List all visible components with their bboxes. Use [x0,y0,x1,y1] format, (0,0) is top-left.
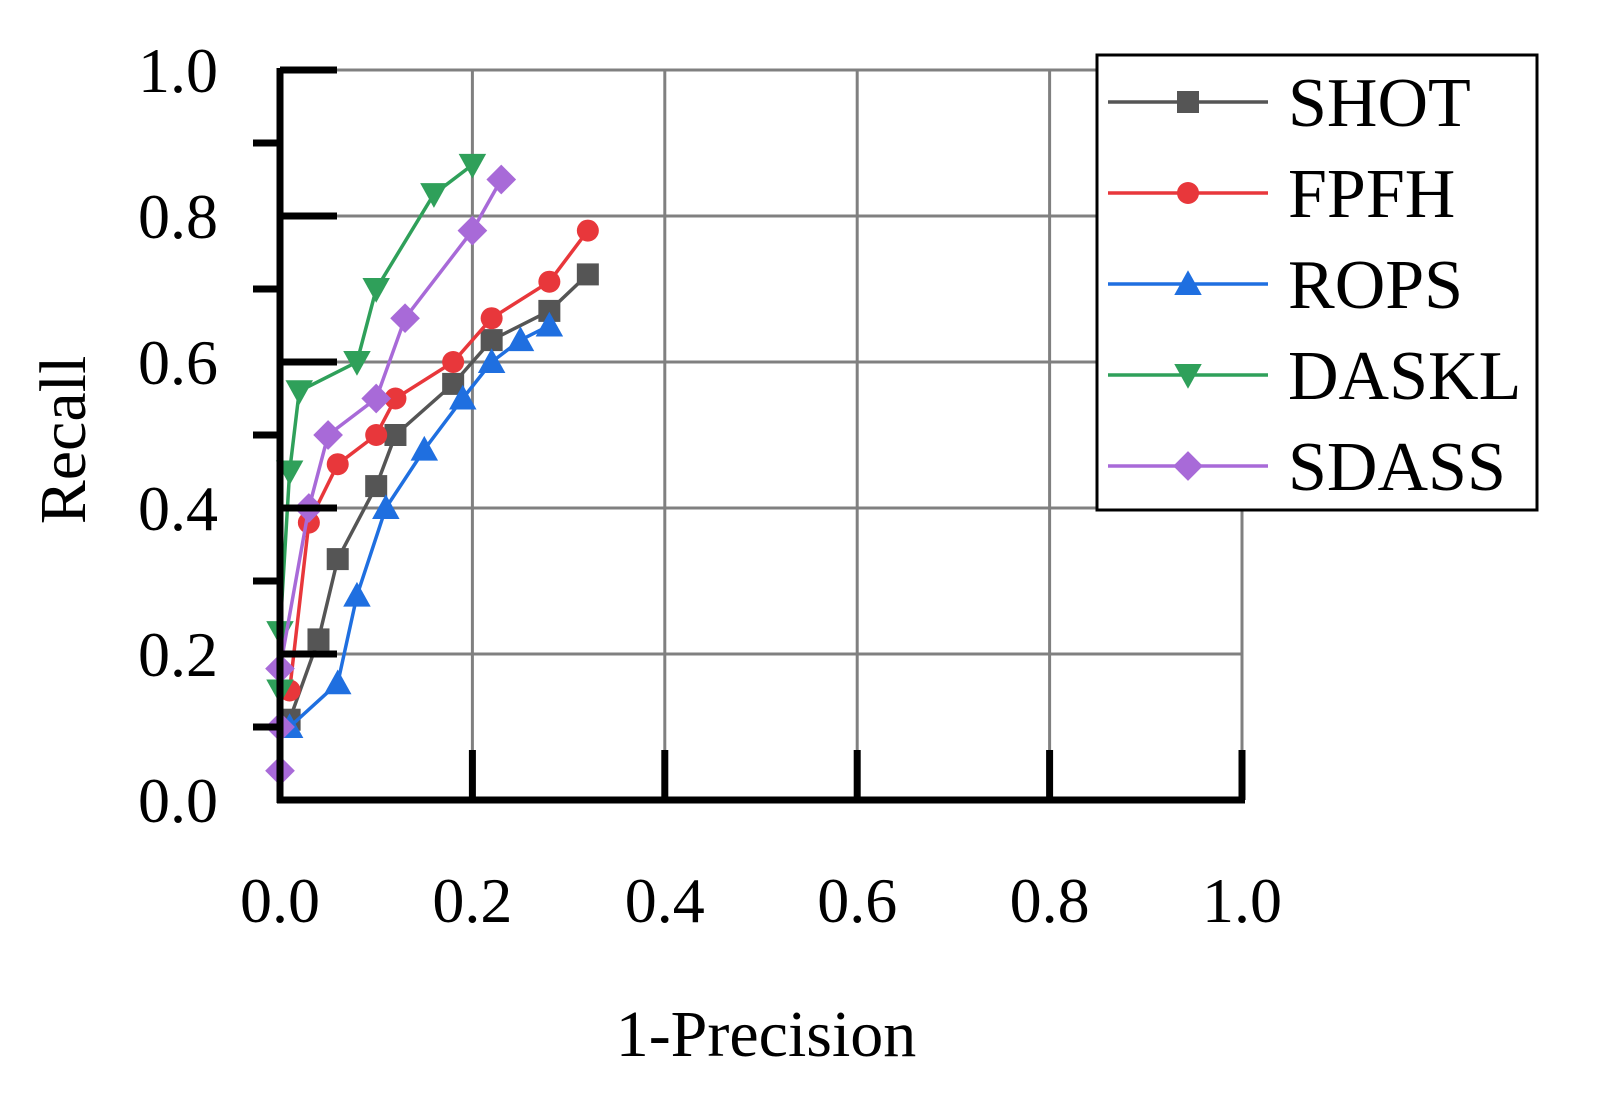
series-rops [275,311,564,738]
legend-item-sdass: SDASS [1108,429,1506,506]
legend-label-daskl: DASKL [1288,338,1521,415]
daskl-point [285,380,313,405]
y-tick-label: 0.4 [138,473,218,544]
x-tick-label: 0.0 [240,865,320,936]
rops-point [535,311,564,337]
fpfh-point [442,351,465,373]
fpfh-point [538,270,561,293]
fpfh-point [384,387,407,410]
x-tick-label: 1.0 [1202,865,1282,936]
legend-item-rops: ROPS [1108,247,1463,324]
shot-point [384,424,407,446]
rops-point [506,326,535,352]
legend-item-daskl: DASKL [1108,338,1521,415]
legend-marker-shot [1177,91,1199,113]
x-axis-title: 1-Precision [616,998,917,1071]
rops-line [288,323,551,729]
sdass-point [313,420,343,450]
legend-marker-rops [1174,270,1202,295]
legend-label-fpfh: FPFH [1288,156,1455,233]
shot-point [326,548,349,571]
sdass-point [361,383,392,414]
daskl-point [458,153,487,179]
shot-point [538,299,561,322]
fpfh-point [365,424,388,446]
series-sdass [265,164,517,786]
y-tick-label: 1.0 [138,35,218,106]
legend-marker-daskl [1174,364,1202,389]
rops-point [410,435,439,461]
series-layer [265,153,599,786]
legend-label-sdass: SDASS [1288,429,1506,506]
x-tick-label: 0.8 [1010,865,1090,936]
sdass-point [486,164,517,195]
fpfh-point [576,219,599,242]
fpfh-point [326,453,349,476]
rops-point [343,581,371,607]
legend-item-fpfh: FPFH [1108,156,1455,233]
rops-point [477,348,506,373]
fpfh-point [480,307,503,330]
x-tick-label: 0.2 [432,865,512,936]
sdass-point [457,215,488,246]
y-tick-label: 0.2 [138,619,218,690]
legend-label-shot: SHOT [1288,65,1471,142]
daskl-point [343,351,371,376]
legend-label-rops: ROPS [1288,247,1463,324]
y-tick-label: 0.0 [138,765,218,836]
shot-point [365,475,388,498]
shot-point [576,263,599,286]
daskl-point [420,183,448,208]
y-tick-label: 0.8 [138,181,218,252]
rops-point [372,494,400,519]
y-tick-label: 0.6 [138,327,218,398]
legend-item-shot: SHOT [1108,65,1471,142]
shot-point [307,628,330,651]
sdass-point [390,303,420,334]
tick-labels: 0.0 0.2 0.4 0.6 0.8 1.0 0.0 0.2 0.4 0.6 0.8 1.0 [138,35,1282,936]
daskl-point [362,278,390,303]
legend: SHOT FPFH ROPS DASKL SDASS [1095,53,1539,512]
x-tick-label: 0.4 [625,865,705,936]
rops-point [323,669,352,695]
shot-point [480,329,503,352]
axes [253,66,1246,804]
legend-marker-fpfh [1177,182,1199,204]
y-axis-title: Recall [27,356,100,525]
shot-point [442,372,465,395]
rops-point [449,384,477,410]
x-tick-label: 0.6 [817,865,897,936]
legend-marker-sdass [1173,451,1203,481]
